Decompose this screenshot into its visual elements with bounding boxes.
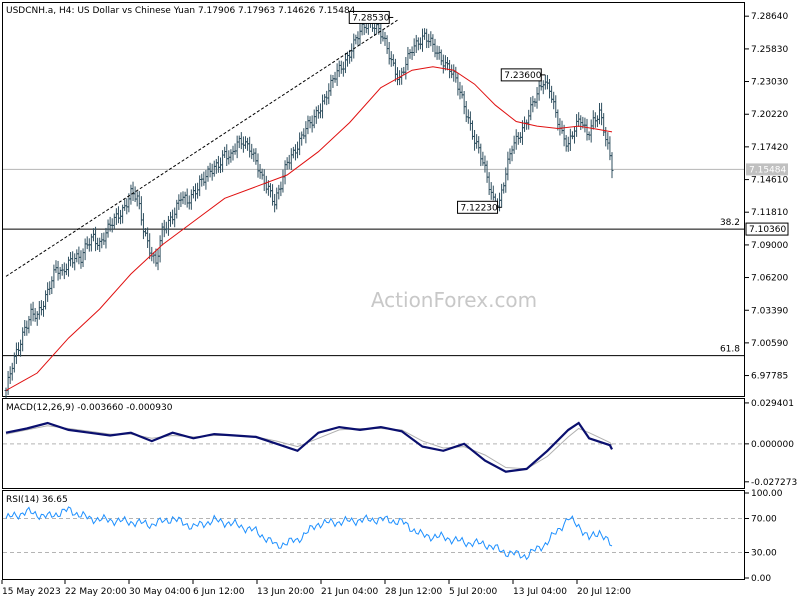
annotation-label: 7.23600 (504, 71, 541, 81)
current-price-box (746, 163, 788, 176)
fib-level-label: 38.2 (720, 218, 740, 228)
time-tick-label: 5 Jul 20:00 (449, 587, 498, 597)
macd-title: MACD(12,26,9) -0.003660 -0.000930 (6, 403, 173, 413)
price-tick-label: 7.20220 (751, 110, 788, 120)
annotation-box (348, 10, 390, 24)
price-tick-label: 7.28640 (751, 12, 788, 22)
rsi-tick-label: 0.00 (751, 574, 771, 584)
trendline (5, 19, 398, 277)
rsi-panel-frame (2, 490, 745, 580)
fib-price-box (745, 222, 789, 236)
time-tick-label: 20 Jul 12:00 (577, 587, 631, 597)
price-tick-label: 7.03390 (751, 306, 788, 316)
macd-signal-line (5, 425, 613, 470)
rsi-lines: 100.00 70.00 30.00 0.00 (3, 489, 783, 584)
time-tick-label: 13 Jun 20:00 (257, 587, 314, 597)
main-horizontal-lines: 38.2 61.8 (3, 168, 744, 357)
time-tick-label: 30 May 04:00 (129, 587, 191, 597)
rsi-tick-label: 30.00 (751, 549, 777, 559)
price-tick-label: 7.23030 (751, 78, 788, 88)
price-overlays (5, 19, 613, 391)
rsi-title: RSI(14) 36.65 (6, 495, 68, 505)
macd-panel-frame (2, 398, 745, 489)
annotation-label: 7.12230 (461, 203, 498, 213)
fib-level-label: 61.8 (720, 345, 740, 355)
rsi-tick-label: 70.00 (751, 515, 777, 525)
current-price-label: 7.15484 (749, 165, 786, 175)
macd-tick-label: 0.000000 (751, 440, 794, 450)
time-tick-label: 28 Jun 12:00 (385, 587, 442, 597)
annotation-label: 7.28530 (352, 13, 389, 23)
price-tick-label: 7.25830 (751, 45, 788, 55)
price-tick-label: 7.17420 (751, 143, 788, 153)
macd-lines: 0.029401 0.000000 -0.027273 (3, 399, 797, 488)
price-tick-label: 7.14610 (751, 176, 788, 186)
price-tick-label: 7.00590 (751, 339, 788, 349)
macd-tick-label: 0.029401 (751, 399, 794, 409)
price-tick-label: 6.97785 (751, 372, 788, 382)
price-tick-label: 7.11810 (751, 208, 788, 218)
price-annotations: 7.28530 7.23600 7.12230 (348, 10, 546, 214)
annotation-box (457, 200, 499, 214)
time-axis: 15 May 2023 22 May 20:00 30 May 04:00 6 Jun… (1, 580, 631, 597)
price-tick-label: 7.06200 (751, 274, 788, 284)
fib-price-label: 7.10360 (749, 225, 786, 235)
rsi-line (5, 506, 613, 561)
time-tick-label: 21 Jun 04:00 (321, 587, 378, 597)
main-panel-frame (2, 2, 745, 397)
time-tick-label: 6 Jun 12:00 (193, 587, 245, 597)
watermark: ActionForex.com (371, 288, 537, 312)
time-tick-label: 22 May 20:00 (65, 587, 127, 597)
moving-average-line (5, 66, 613, 391)
main-title: USDCNH.a, H4: US Dollar vs Chinese Yuan … (6, 6, 356, 16)
price-bars (4, 13, 614, 399)
macd-line (5, 421, 613, 473)
annotation-box (500, 68, 542, 82)
rsi-tick-label: 100.00 (751, 489, 783, 499)
macd-tick-label: -0.027273 (751, 478, 797, 488)
time-tick-label: 15 May 2023 (2, 587, 61, 597)
price-axis: 7.28640 7.25830 7.23030 7.20220 7.17420 7.146… (745, 12, 789, 382)
price-tick-label: 7.09000 (751, 241, 788, 251)
time-tick-label: 13 Jul 04:00 (513, 587, 567, 597)
